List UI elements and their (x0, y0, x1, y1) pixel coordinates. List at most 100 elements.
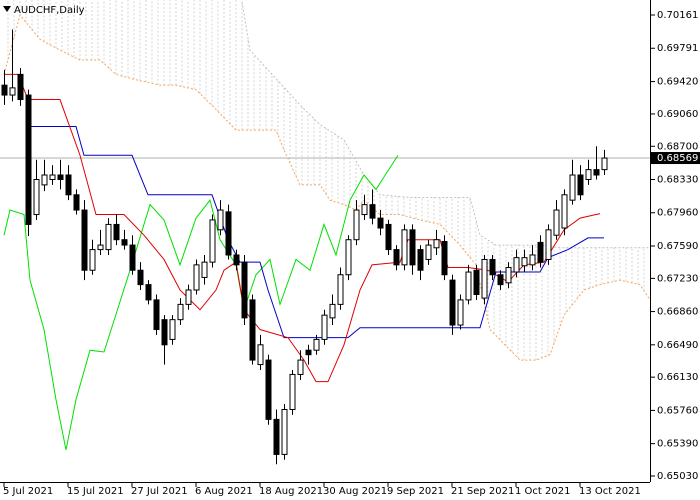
candle-body (369, 204, 376, 219)
y-tick-label: 0.65760 (657, 405, 698, 416)
candle-body (1, 84, 8, 96)
candle-body (145, 284, 152, 301)
x-tick-label: 9 Sep 2021 (387, 486, 444, 497)
candle-body (113, 223, 120, 241)
y-tick-label: 0.69420 (657, 77, 698, 88)
y-tick-label: 0.66860 (657, 307, 698, 318)
candle-body (201, 261, 208, 278)
candle-body (545, 229, 552, 260)
x-tick-label: 15 Jul 2021 (67, 486, 124, 497)
candle-body (249, 299, 256, 361)
candle-body (385, 223, 392, 251)
candle-body (209, 219, 216, 263)
price-tag-label: 0.68569 (657, 153, 698, 164)
indicator-line (28, 126, 604, 339)
candle-body (17, 73, 24, 101)
candle-body (105, 223, 112, 251)
chart-title: AUDCHF,Daily (14, 5, 85, 16)
candle-body (49, 174, 56, 181)
y-tick-label: 0.67590 (657, 241, 698, 252)
x-tick-label: 6 Aug 2021 (195, 486, 253, 497)
candle-body (129, 244, 136, 271)
candle-body (81, 209, 88, 271)
candle-body (97, 244, 104, 251)
candle-body (121, 239, 128, 246)
candle-body (465, 271, 472, 301)
y-tick-label: 0.65030 (657, 471, 698, 482)
x-tick-label: 13 Oct 2021 (579, 486, 641, 497)
candle-body (601, 157, 608, 171)
x-tick-label: 30 Aug 2021 (323, 486, 387, 497)
indicator-line (241, 0, 650, 249)
candle-body (265, 359, 272, 420)
candle-body (329, 303, 336, 319)
candle-body (593, 169, 600, 176)
candle-body (273, 418, 280, 455)
y-tick-label: 0.68330 (657, 175, 698, 186)
x-tick-label: 5 Jul 2021 (3, 486, 53, 497)
candle-body (489, 258, 496, 276)
candle-body (393, 249, 400, 266)
candle-body (577, 174, 584, 196)
candle-body (65, 174, 72, 196)
plot-area (0, 0, 650, 465)
candle-body (353, 209, 360, 241)
y-tick-label: 0.66490 (657, 340, 698, 351)
candle-body (289, 373, 296, 410)
y-tick-label: 0.67230 (657, 273, 698, 284)
x-tick-label: 1 Oct 2021 (515, 486, 570, 497)
candle-body (513, 257, 520, 273)
candle-body (305, 349, 312, 356)
candle-body (449, 279, 456, 326)
candle-body (409, 229, 416, 266)
indicator-line (3, 154, 399, 451)
menu-icon[interactable] (3, 6, 11, 12)
y-tick-label: 0.69060 (657, 109, 698, 120)
candle-body (497, 274, 504, 286)
candle-body (217, 209, 224, 231)
candle-body (41, 174, 48, 186)
candle-body (537, 241, 544, 263)
y-tick-label: 0.68700 (657, 141, 698, 152)
candle-body (505, 267, 512, 284)
x-tick-label: 18 Aug 2021 (259, 486, 323, 497)
candle-body (241, 261, 248, 319)
candle-body (225, 211, 232, 256)
candle-body (57, 174, 64, 181)
candle-body (473, 269, 480, 296)
candle-body (401, 229, 408, 266)
candle-body (457, 299, 464, 326)
x-tick-label: 21 Sep 2021 (451, 486, 514, 497)
candle-body (161, 319, 168, 346)
candle-body (321, 314, 328, 340)
candle-body (169, 319, 176, 340)
candle-body (25, 94, 32, 225)
candle-body (153, 299, 160, 331)
candle-body (185, 289, 192, 305)
candle-body (377, 217, 384, 229)
candle-body (553, 209, 560, 236)
candle-body (73, 194, 80, 211)
x-tick-label: 27 Jul 2021 (131, 486, 188, 497)
candle-body (561, 194, 568, 229)
candle-body (337, 274, 344, 305)
candle-body (585, 169, 592, 181)
candle-body (417, 249, 424, 271)
y-tick-label: 0.65390 (657, 439, 698, 450)
candle-body (297, 359, 304, 375)
candle-body (521, 257, 528, 267)
price-tag (651, 152, 700, 165)
candle-body (569, 174, 576, 201)
candle-body (137, 269, 144, 286)
candle-body (481, 258, 488, 299)
candle-body (193, 264, 200, 291)
candle-body (441, 240, 448, 276)
candle-body (425, 244, 432, 260)
candle-body (33, 179, 40, 216)
candle-body (9, 87, 16, 96)
candle-body (345, 239, 352, 276)
candle-body (529, 254, 536, 266)
candle-body (177, 303, 184, 321)
candle-body (361, 204, 368, 216)
